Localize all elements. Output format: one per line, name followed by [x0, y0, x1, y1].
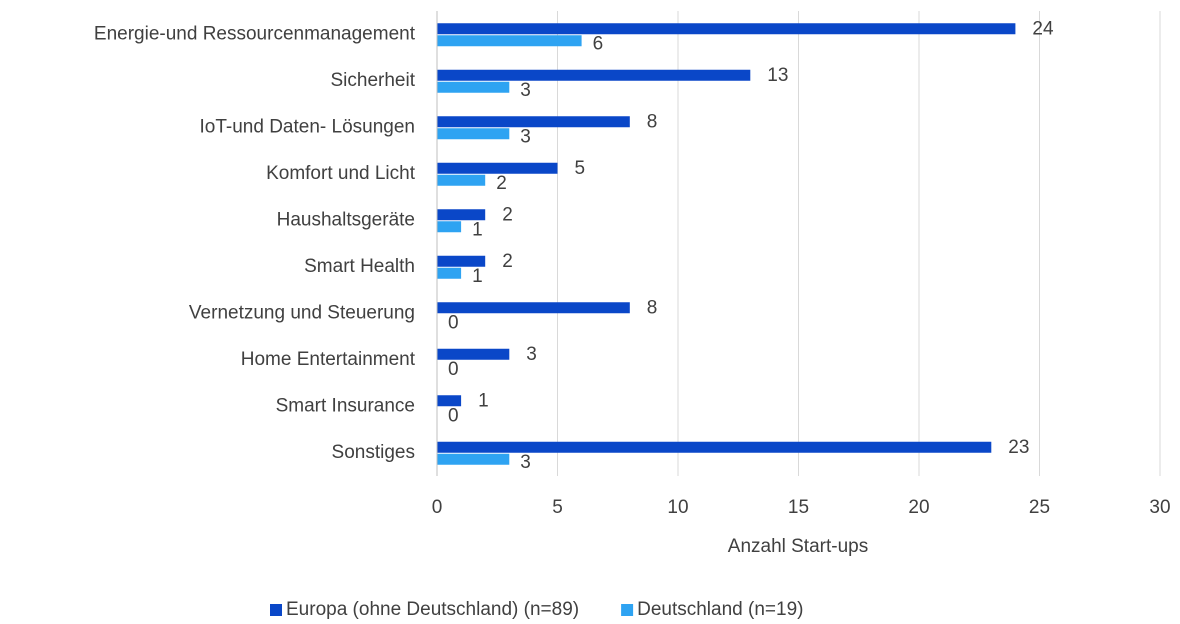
y-tick-label: Smart Health — [304, 256, 415, 277]
y-tick-label: Vernetzung und Steuerung — [189, 302, 415, 323]
x-tick-label: 10 — [667, 497, 688, 518]
legend-swatch — [621, 604, 634, 616]
value-label: 2 — [502, 251, 513, 272]
bar — [437, 221, 462, 233]
value-label: 3 — [520, 80, 531, 101]
y-tick-label: Sicherheit — [331, 70, 416, 91]
value-label: 8 — [647, 297, 658, 318]
value-label: 6 — [593, 33, 604, 54]
bar — [437, 395, 462, 407]
x-tick-label: 0 — [432, 497, 443, 518]
value-label: 1 — [478, 390, 489, 411]
bar — [437, 69, 751, 81]
value-label: 3 — [526, 344, 537, 365]
x-tick-label: 25 — [1029, 497, 1050, 518]
value-label: 0 — [448, 359, 459, 380]
value-label: 13 — [767, 65, 788, 86]
bar — [437, 255, 486, 267]
value-label: 0 — [448, 312, 459, 333]
bar — [437, 348, 510, 360]
bar — [437, 23, 1016, 35]
value-label: 2 — [496, 173, 507, 194]
bar — [437, 128, 510, 140]
y-tick-label: IoT-und Daten- Lösungen — [200, 116, 416, 137]
y-tick-label: Energie-und Ressourcenmanagement — [94, 23, 416, 44]
value-label: 24 — [1032, 18, 1054, 39]
legend-label: Europa (ohne Deutschland) (n=89) — [286, 599, 579, 620]
y-tick-label: Smart Insurance — [276, 395, 415, 416]
x-tick-label: 30 — [1149, 497, 1170, 518]
value-label: 0 — [448, 405, 459, 426]
y-tick-label: Komfort und Licht — [266, 163, 416, 184]
value-label: 2 — [502, 204, 513, 225]
y-tick-label: Haushaltsgeräte — [277, 209, 415, 230]
bar — [437, 302, 630, 314]
bar — [437, 35, 582, 47]
y-tick-label: Sonstiges — [332, 442, 415, 463]
value-label: 5 — [575, 158, 586, 179]
x-tick-label: 20 — [908, 497, 929, 518]
legend-swatch — [270, 604, 282, 616]
value-label: 8 — [647, 111, 658, 132]
value-label: 1 — [472, 219, 483, 240]
bar — [437, 453, 510, 465]
x-tick-label: 5 — [552, 497, 563, 518]
bar — [437, 174, 486, 186]
bar — [437, 441, 992, 453]
bar — [437, 116, 630, 128]
bar — [437, 267, 462, 279]
value-label: 3 — [520, 452, 531, 473]
value-label: 1 — [472, 266, 483, 287]
x-axis-title: Anzahl Start-ups — [728, 536, 868, 557]
bar — [437, 209, 486, 221]
y-tick-label: Home Entertainment — [241, 349, 416, 370]
legend-label: Deutschland (n=19) — [637, 599, 803, 620]
x-tick-label: 15 — [788, 497, 809, 518]
value-label: 23 — [1008, 437, 1029, 458]
bar — [437, 81, 510, 93]
bar — [437, 162, 558, 174]
value-label: 3 — [520, 126, 531, 147]
